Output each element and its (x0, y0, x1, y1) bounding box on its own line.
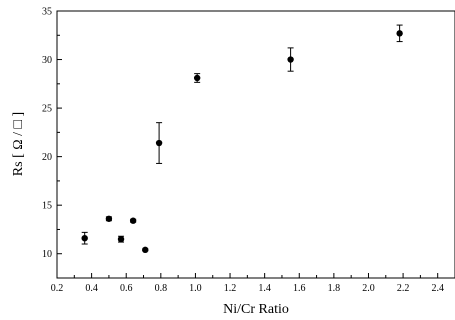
x-tick-label: 0.6 (120, 283, 133, 294)
data-point (155, 139, 163, 147)
x-tick-label: 2.0 (362, 283, 375, 294)
y-tick-label: 30 (42, 55, 52, 66)
y-tick-label: 25 (42, 104, 52, 115)
x-tick-label: 1.2 (224, 283, 237, 294)
data-point (129, 217, 137, 224)
data-point (396, 30, 403, 37)
y-tick-label: 15 (42, 201, 52, 212)
y-axis-ticks: 10 15 20 25 30 35 (42, 7, 62, 260)
y-axis-label: Rs [ Ω / □ ] (11, 112, 26, 176)
x-tick-label: 1.4 (258, 283, 271, 294)
data-point (117, 235, 125, 243)
x-tick-label: 0.2 (51, 283, 64, 294)
data-point (105, 215, 113, 222)
plot-frame (56, 10, 455, 279)
x-tick-label: 0.4 (85, 283, 98, 294)
x-axis-label: Ni/Cr Ratio (223, 302, 289, 317)
x-tick-label: 2.4 (431, 283, 444, 294)
y-tick-label: 20 (42, 152, 52, 163)
data-point (287, 56, 294, 63)
data-point (81, 234, 88, 242)
data-points (81, 24, 403, 254)
data-point (193, 74, 201, 82)
y-tick-label: 35 (42, 7, 52, 18)
x-tick-label: 1.0 (189, 283, 202, 294)
x-tick-label: 1.8 (328, 283, 341, 294)
x-tick-label: 0.8 (155, 283, 168, 294)
x-tick-label: 2.2 (397, 283, 410, 294)
x-axis-ticks: 0.2 0.4 0.6 0.8 1.0 1.2 1.4 1.6 1.8 2.0 2.2 2.4 (51, 273, 444, 294)
data-point (142, 246, 149, 254)
x-tick-label: 1.6 (293, 283, 306, 294)
y-tick-label: 10 (42, 249, 52, 260)
